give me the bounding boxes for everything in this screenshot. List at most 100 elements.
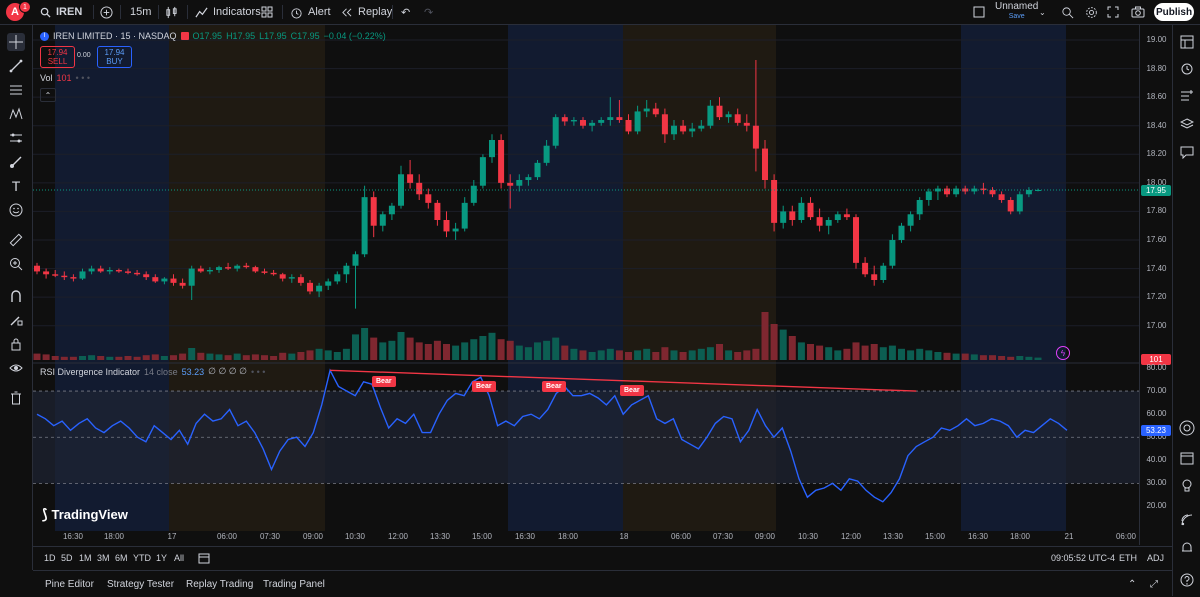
volume-bar [69,356,77,360]
price-axis[interactable]: 19.00 18.80 18.60 18.40 18.20 18.00 17.80 17.60… [1139,25,1173,545]
text-tool[interactable]: T [7,177,25,195]
hide-drawings-tool[interactable] [7,359,25,377]
volume-bar [97,356,105,360]
templates-button[interactable] [261,0,273,24]
undo-button[interactable]: ↶ [401,0,410,24]
volume-bar [424,344,432,360]
sell-price: 17.94 [47,48,68,57]
measure-tool[interactable] [7,231,25,249]
quick-search-button[interactable] [1061,0,1074,24]
settings-button[interactable] [1085,0,1098,24]
notifications-button[interactable] [1178,539,1196,557]
pattern-tool[interactable] [7,105,25,123]
rsi-tick-label: 50.00 [1146,432,1167,442]
lock-drawings-tool[interactable] [7,335,25,353]
volume-bar [170,355,177,360]
alert-button[interactable]: Alert [290,0,331,24]
chart-canvas[interactable] [33,25,1139,545]
candle-body [980,188,987,190]
goto-date-button[interactable] [198,547,210,569]
volume-bar [160,356,168,360]
volume-bar [406,337,414,360]
help-button[interactable] [1178,571,1196,589]
replay-button[interactable]: Replay [340,0,392,24]
range-button-1d[interactable]: 1D [44,553,56,563]
candle-body [1007,200,1014,212]
range-button-1m[interactable]: 1M [79,553,92,563]
volume-bar [233,353,241,360]
buy-button[interactable]: 17.94 BUY [97,46,132,68]
zoom-tool[interactable] [7,255,25,273]
time-tick-label: 10:30 [344,532,366,541]
range-button-ytd[interactable]: YTD [133,553,151,563]
rsi-value-badge: 53.23 [1141,424,1171,436]
fib-tool[interactable] [7,81,25,99]
layout-select-checkbox[interactable] [973,0,985,24]
candle-body [570,120,577,122]
sell-button[interactable]: 17.94 SELL [40,46,75,68]
symbol-legend: I IREN LIMITED · 15 · NASDAQ O17.95 H17.… [40,31,386,41]
volume-bar [1034,357,1042,360]
volume-bar [561,345,569,360]
streams-button[interactable] [1178,511,1196,529]
range-button-6m[interactable]: 6M [115,553,128,563]
collapse-legend-button[interactable]: ⌃ [40,88,56,102]
indicators-button[interactable]: Indicators [195,0,261,24]
symbol-search[interactable]: IREN [40,0,82,24]
trend-line-tool[interactable] [7,57,25,75]
volume-bar [497,339,505,360]
panel-tab-pine-editor[interactable]: Pine Editor [45,578,94,590]
candle-body [789,211,796,220]
snapshot-button[interactable] [1131,0,1145,24]
stay-in-drawing-tool[interactable] [7,311,25,329]
screener-button[interactable] [1178,419,1196,437]
volume-bar [898,348,905,360]
expand-panel-button[interactable]: ⤢ [1150,571,1158,597]
crosshair-tool[interactable] [7,33,25,51]
watchlist-button[interactable] [1178,33,1196,51]
range-button-all[interactable]: All [174,553,185,563]
ideas-button[interactable] [1178,477,1196,495]
more-dots-icon: • • • [250,366,266,377]
brush-tool[interactable] [7,153,25,171]
panel-tab-strategy-tester[interactable]: Strategy Tester [107,578,175,590]
chart-type-button[interactable] [165,0,178,24]
volume-bar [716,344,723,360]
interval-button[interactable]: 15m [130,6,152,18]
volume-bar [888,345,896,360]
layers-button[interactable] [1178,115,1196,133]
range-button-1y[interactable]: 1Y [156,553,168,563]
calendar-panel-button[interactable] [1178,449,1196,467]
layout-name-button[interactable]: Unnamed Save [995,0,1038,24]
compare-symbol-button[interactable] [100,0,113,24]
layout-menu-button[interactable]: ⌄ [1039,0,1046,24]
magnet-tool[interactable] [7,287,25,305]
volume-bar [606,348,614,360]
object-tree-button[interactable] [1178,87,1196,105]
panel-tab-trading-panel[interactable]: Trading Panel [263,578,325,590]
range-button-3m[interactable]: 3M [97,553,110,563]
volume-bar [925,350,933,360]
chat-button[interactable] [1178,143,1196,161]
adjust-toggle[interactable]: ADJ [1147,553,1165,563]
volume-bar [479,336,487,360]
candle-body [989,190,996,195]
publish-button[interactable]: Publish [1154,3,1194,21]
panel-tab-replay-trading[interactable]: Replay Trading [186,578,254,590]
maximize-panel-button[interactable]: ⌃ [1128,571,1136,597]
prediction-tool[interactable] [7,129,25,147]
clock-display[interactable]: 09:05:52 UTC-4 [1051,553,1116,563]
fullscreen-button[interactable] [1107,0,1119,24]
candle-body [470,185,477,203]
redo-button[interactable]: ↷ [424,0,433,24]
session-toggle[interactable]: ETH [1119,553,1137,563]
remove-drawings-tool[interactable] [7,389,25,407]
volume-bar [352,334,359,360]
brush-icon [10,156,22,168]
lightning-icon[interactable]: ϟ [1056,346,1070,360]
emoji-tool[interactable] [7,201,25,219]
volume-bar [242,355,250,360]
alerts-panel-button[interactable] [1178,59,1196,77]
range-button-5d[interactable]: 5D [61,553,73,563]
tradingview-logo: ⟆ TradingView [42,506,128,523]
